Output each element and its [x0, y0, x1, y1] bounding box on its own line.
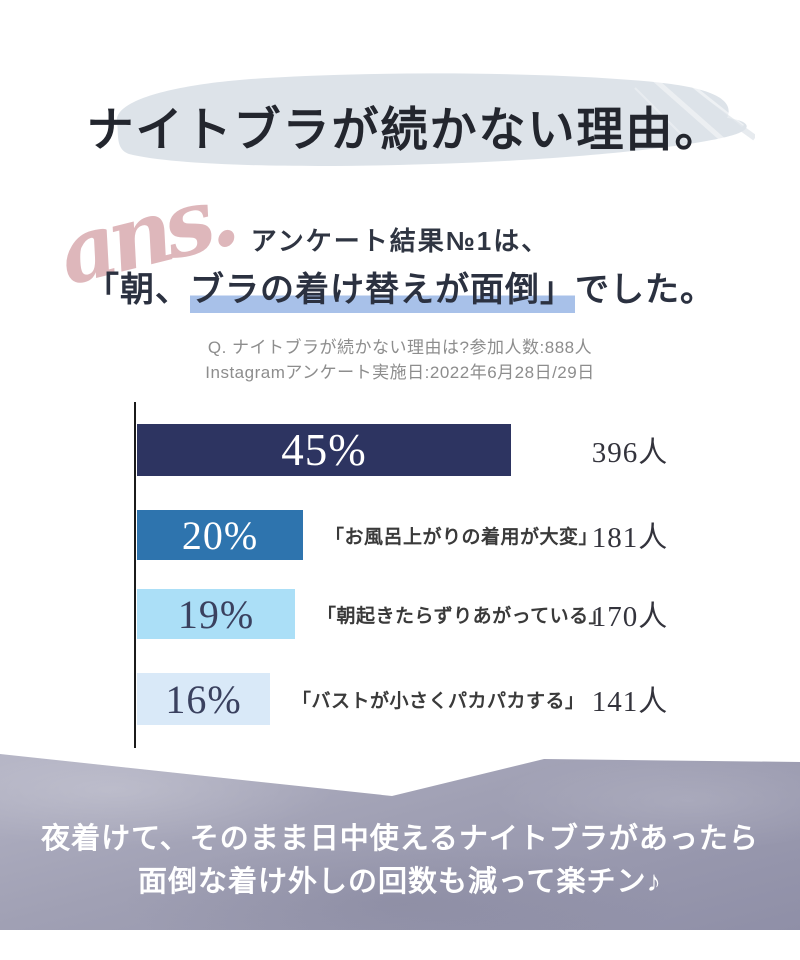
percent-label: 20%	[181, 512, 259, 558]
footer-banner: 夜着けて、そのまま日中使えるナイトブラがあったら 面倒な着け外しの回数も減って楽…	[0, 754, 800, 930]
bar-45-percent: 45%	[137, 424, 511, 476]
chart-row-rides-up: 19% 「朝起きたらずりあがっている」 170人	[137, 589, 800, 639]
survey-subtitle: アンケート結果№1は、	[250, 226, 550, 256]
headline-highlighted-text: ブラの着け替えが面倒」	[190, 271, 575, 313]
brush-stroke-decoration	[116, 73, 755, 166]
page-title: ナイトブラが続かない理由。	[86, 105, 724, 157]
footer-line2: 面倒な着け外しの回数も減って楽チン♪	[137, 866, 663, 898]
bar-16-percent: 16%	[137, 673, 270, 725]
respondent-count: 170人	[591, 601, 669, 633]
bar-quote-label: 「お風呂上がりの着用が大変」	[325, 526, 599, 548]
chart-y-axis-line	[134, 402, 136, 748]
percent-label: 45%	[281, 425, 367, 475]
percent-label: 16%	[165, 676, 242, 722]
chart-row-gapes: 16% 「バストが小さくパカパカする」 141人	[137, 673, 800, 725]
survey-note-line2: Instagramアンケート実施日:2022年6月28日/29日	[205, 363, 595, 382]
headline-suffix: でした。	[575, 271, 715, 309]
survey-answer-headline: 「朝、ブラの着け替えが面倒」でした。	[0, 262, 800, 313]
bar-quote-label: 「バストが小さくパカパカする」	[292, 690, 585, 712]
headline-prefix: 「朝、	[85, 271, 190, 309]
title-block: ナイトブラが続かない理由。	[55, 68, 755, 178]
percent-label: 19%	[177, 591, 255, 637]
respondent-count: 396人	[591, 437, 669, 469]
footer-line1: 夜着けて、そのまま日中使えるナイトブラがあったら	[41, 823, 759, 855]
survey-note: Q. ナイトブラが続かない理由は?参加人数:888人 Instagramアンケー…	[0, 335, 800, 385]
bar-quote-label: 「朝起きたらずりあがっている」	[317, 605, 609, 627]
survey-note-line1: Q. ナイトブラが続かない理由は?参加人数:888人	[207, 338, 593, 357]
respondent-count: 141人	[591, 686, 669, 718]
chart-row-morning-change: 45% 396人	[137, 424, 800, 476]
respondent-count: 181人	[591, 522, 669, 554]
bar-19-percent: 19%	[137, 589, 295, 639]
bar-20-percent: 20%	[137, 510, 303, 560]
chart-row-after-bath: 20% 「お風呂上がりの着用が大変」 181人	[137, 510, 800, 560]
